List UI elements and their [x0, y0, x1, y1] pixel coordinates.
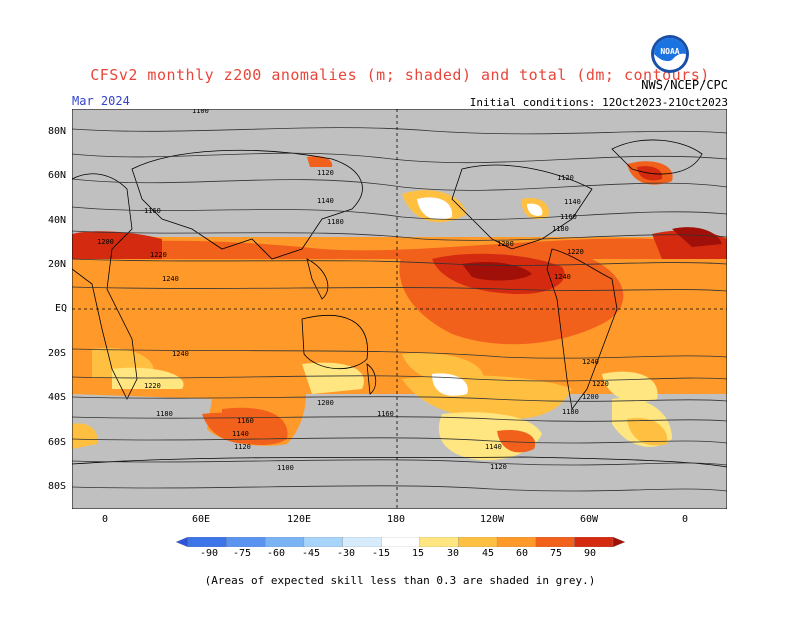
contour-label-group: 1100 1120 1140 1160 1180 1200 1220 1240 …	[97, 109, 609, 472]
colorbar-cell	[419, 537, 459, 547]
colorbar-cell	[496, 537, 536, 547]
lat-label: 60S	[48, 437, 67, 448]
contour-label: 1240	[554, 273, 571, 281]
contour-label: 1120	[557, 174, 574, 182]
contour-label: 1180	[156, 410, 173, 418]
lat-label: 60N	[48, 170, 67, 181]
colorbar-label: -15	[372, 548, 391, 559]
initial-conditions: Initial conditions: 12Oct2023-21Oct2023	[469, 96, 728, 109]
contour-label: 1180	[327, 218, 344, 226]
colorbar-cell	[458, 537, 498, 547]
colorbar-cell	[574, 537, 614, 547]
contour-label: 1160	[237, 417, 254, 425]
lat-label: 20S	[48, 348, 67, 359]
lon-label: 60E	[192, 514, 211, 525]
colorbar-cell	[187, 537, 227, 547]
lon-label: 120W	[480, 514, 505, 525]
colorbar-cell	[342, 537, 382, 547]
colorbar-label: -75	[233, 548, 252, 559]
colorbar-label: 15	[412, 548, 425, 559]
lat-label: EQ	[55, 303, 68, 314]
contour-label: 1100	[277, 464, 294, 472]
colorbar-label: 60	[516, 548, 529, 559]
colorbar-label: -60	[267, 548, 286, 559]
colorbar-label: -45	[302, 548, 321, 559]
contour-label: 1160	[144, 207, 161, 215]
lon-label: 0	[102, 514, 109, 525]
contour-label: 1240	[162, 275, 179, 283]
contour-label: 1180	[562, 408, 579, 416]
contour-label: 1140	[485, 443, 502, 451]
contour-label: 1220	[567, 248, 584, 256]
colorbar-cell	[612, 537, 625, 547]
colorbar-cell	[381, 537, 420, 547]
colorbar-cell	[303, 537, 343, 547]
contour-label: 1180	[552, 225, 569, 233]
lon-label: 0	[682, 514, 689, 525]
contour-label: 1240	[582, 358, 599, 366]
lon-label: 180	[387, 514, 406, 525]
lon-label: 60W	[580, 514, 599, 525]
contour-label: 1160	[560, 213, 577, 221]
contour-label: 1220	[592, 380, 609, 388]
lat-label: 40N	[48, 215, 67, 226]
contour-label: 1220	[150, 251, 167, 259]
colorbar-label: -30	[337, 548, 356, 559]
contour-label: 1220	[144, 382, 161, 390]
colorbar-cell	[226, 537, 266, 547]
contour-label: 1160	[377, 410, 394, 418]
colorbar-label: 30	[447, 548, 460, 559]
lat-label: 20N	[48, 259, 67, 270]
lat-label: 80S	[48, 481, 67, 492]
noaa-logo-icon: NOAA	[651, 35, 689, 73]
colorbar-label: 75	[550, 548, 563, 559]
colorbar-label: -90	[200, 548, 219, 559]
footnote: (Areas of expected skill less than 0.3 a…	[204, 574, 596, 587]
agency-label: NWS/NCEP/CPC	[641, 78, 728, 92]
contour-label: 1140	[232, 430, 249, 438]
coastlines	[72, 139, 727, 468]
contour-label: 1200	[582, 393, 599, 401]
contour-label: 1120	[317, 169, 334, 177]
height-contours	[72, 127, 727, 492]
contour-label: 1140	[564, 198, 581, 206]
lat-label: 80N	[48, 126, 67, 137]
lon-label: 120E	[287, 514, 312, 525]
noaa-logo-text: NOAA	[660, 47, 679, 56]
contour-label: 1200	[317, 399, 334, 407]
chart-title: CFSv2 monthly z200 anomalies (m; shaded)…	[90, 66, 710, 84]
contour-label: 1140	[317, 197, 334, 205]
lat-label: 40S	[48, 392, 67, 403]
anomaly-map: 1100 1120 1140 1160 1180 1200 1220 1240 …	[72, 109, 727, 509]
colorbar-label: 90	[584, 548, 597, 559]
forecast-month: Mar 2024	[72, 94, 130, 108]
colorbar-cell	[535, 537, 575, 547]
colorbar-cell	[265, 537, 305, 547]
contour-label: 1240	[172, 350, 189, 358]
contour-label: 1200	[497, 240, 514, 248]
contour-label: 1100	[192, 109, 209, 115]
colorbar-label: 45	[482, 548, 495, 559]
contour-label: 1200	[97, 238, 114, 246]
contour-label: 1120	[234, 443, 251, 451]
colorbar	[176, 537, 625, 547]
colorbar-cell	[176, 537, 189, 547]
contour-label: 1120	[490, 463, 507, 471]
